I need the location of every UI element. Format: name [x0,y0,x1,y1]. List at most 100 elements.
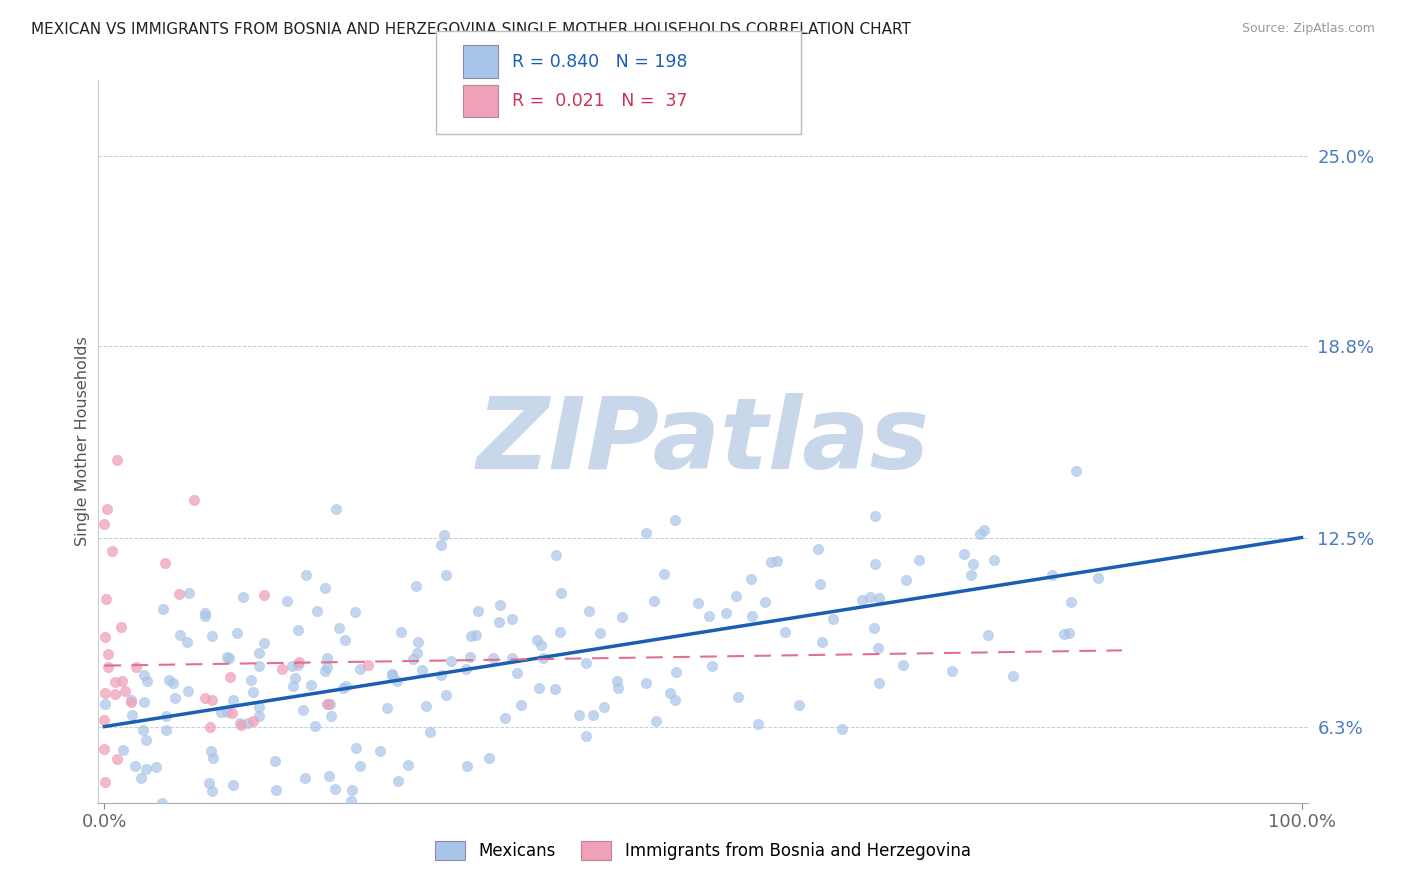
Point [727,690,749,704]
Point [340,793,363,807]
Point [294,568,316,582]
Point [894,573,917,587]
Point [222,693,245,707]
Point [121,708,143,723]
Point [291,703,314,717]
Point [481,650,503,665]
Point [135,674,157,689]
Point [132,695,155,709]
Point [101,544,124,558]
Point [177,684,200,698]
Point [741,609,763,624]
Point [120,693,142,707]
Point [406,635,429,649]
Point [530,638,553,652]
Point [242,714,264,728]
Point [478,751,501,765]
Point [973,523,995,537]
Point [217,650,239,665]
Point [226,626,249,640]
Point [464,628,486,642]
Point [218,670,240,684]
Point [318,698,340,712]
Point [215,705,238,719]
Point [201,784,224,798]
Point [501,651,523,665]
Point [851,593,873,607]
Point [761,555,783,569]
Point [232,590,254,604]
Point [318,697,340,711]
Point [1002,669,1025,683]
Point [419,725,441,739]
Point [531,651,554,665]
Point [97,660,120,674]
Point [122,822,145,837]
Point [162,676,184,690]
Point [318,769,340,783]
Point [612,610,634,624]
Point [960,568,983,582]
Point [333,632,356,647]
Point [305,604,328,618]
Point [93,774,115,789]
Point [863,508,886,523]
Point [370,744,392,758]
Point [110,818,132,832]
Point [953,547,976,561]
Point [634,676,657,690]
Point [526,632,548,647]
Point [808,577,831,591]
Point [335,680,357,694]
Point [93,713,115,727]
Point [176,634,198,648]
Point [740,573,762,587]
Point [193,606,215,620]
Point [294,771,316,785]
Point [700,659,723,673]
Point [356,657,378,672]
Point [344,740,367,755]
Point [238,716,260,731]
Point [546,549,568,563]
Point [969,526,991,541]
Point [93,516,115,531]
Point [575,729,598,743]
Text: MEXICAN VS IMMIGRANTS FROM BOSNIA AND HERZEGOVINA SINGLE MOTHER HOUSEHOLDS CORRE: MEXICAN VS IMMIGRANTS FROM BOSNIA AND HE… [31,22,911,37]
Point [697,608,720,623]
Point [344,605,367,619]
Point [1059,626,1081,640]
Point [120,817,142,831]
Point [581,708,603,723]
Point [177,586,200,600]
Point [868,676,890,690]
Point [396,757,419,772]
Point [152,796,174,810]
Text: R = 0.840   N = 198: R = 0.840 N = 198 [512,53,688,70]
Point [494,711,516,725]
Point [550,586,572,600]
Point [100,813,122,827]
Point [169,628,191,642]
Point [200,744,222,758]
Point [194,690,217,705]
Point [218,651,240,665]
Point [325,502,347,516]
Point [387,673,409,688]
Point [607,681,630,695]
Point [145,760,167,774]
Text: Source: ZipAtlas.com: Source: ZipAtlas.com [1241,22,1375,36]
Point [201,692,224,706]
Point [686,596,709,610]
Point [766,554,789,568]
Point [488,615,510,629]
Point [314,665,336,679]
Legend: Mexicans, Immigrants from Bosnia and Herzegovina: Mexicans, Immigrants from Bosnia and Her… [429,834,977,867]
Point [659,685,682,699]
Text: ZIPatlas: ZIPatlas [477,393,929,490]
Point [501,612,523,626]
Point [183,492,205,507]
Point [568,708,591,723]
Point [105,453,128,467]
Point [1040,568,1063,582]
